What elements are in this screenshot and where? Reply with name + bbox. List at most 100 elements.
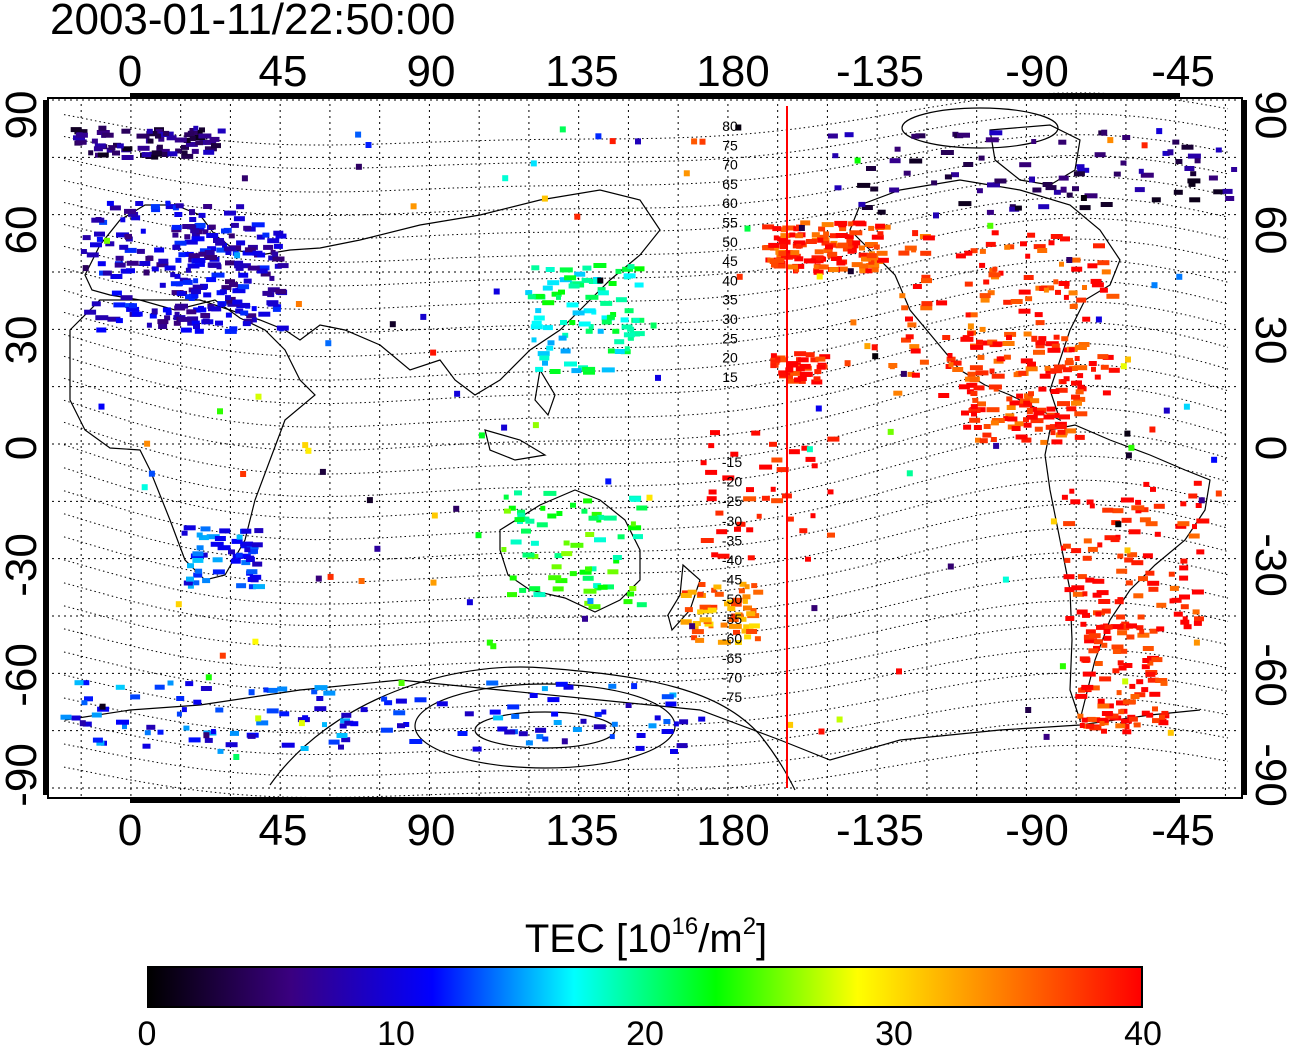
tec-point-antarctica	[670, 749, 678, 754]
bottom-longitude-label: -45	[1151, 806, 1215, 855]
tec-point-north-america	[1025, 366, 1038, 372]
tec-point-south-america	[1116, 614, 1126, 620]
tec-point-europe	[178, 316, 191, 322]
tec-world-map: 80 75 70 65 60 55 50 45 40 35 30 25 20 15 -15 -20 -25 -30…	[0, 47, 1292, 855]
magnetic-contour-line	[63, 280, 1229, 358]
tec-point-south-pacific	[706, 496, 717, 502]
frame-border-bars	[43, 93, 1247, 803]
tec-point-japan	[547, 280, 560, 286]
tec-point-south-pacific	[746, 527, 754, 533]
tec-point-europe	[207, 262, 216, 268]
tec-point-antarctica	[611, 721, 618, 727]
tec-point-japan	[623, 273, 636, 279]
tec-point-antarctica	[279, 711, 290, 717]
tec-point-north-america	[1004, 331, 1017, 337]
tec-point-arctic	[163, 130, 170, 136]
tec-point-europe	[158, 258, 169, 264]
tec-point-antarctica	[300, 746, 309, 751]
tec-point-southern-africa	[192, 551, 204, 557]
tec-point-new-zealand	[742, 598, 748, 604]
tec-point-europe	[224, 210, 236, 216]
tec-point-south-america	[1085, 629, 1096, 635]
contour-label: 55	[722, 215, 738, 231]
tec-point-europe	[156, 262, 169, 268]
tec-point-australia	[570, 542, 584, 548]
tec-point-south-america	[1139, 517, 1151, 523]
tec-point-south-america	[1188, 533, 1200, 539]
tec-point-arctic	[1058, 139, 1067, 145]
tec-point-japan	[623, 332, 635, 338]
tec-point-arctic	[978, 155, 985, 161]
tec-point-japan	[539, 355, 550, 361]
tec-point-antarctica	[230, 730, 239, 736]
tec-point-scattered	[1124, 547, 1131, 554]
tec-point-new-zealand	[711, 587, 717, 593]
tec-point-north-america	[846, 243, 859, 249]
bottom-longitude-label: 0	[118, 806, 142, 855]
tec-point-japan	[533, 315, 545, 321]
magnetic-contour-line	[63, 648, 1229, 712]
tec-point-arctic	[184, 132, 195, 138]
tec-point-north-america	[992, 266, 998, 272]
tec-point-arctic	[204, 146, 217, 152]
tec-point-south-america	[1140, 507, 1149, 513]
tec-point-north-america	[1043, 287, 1049, 293]
tec-point-europe	[221, 228, 229, 234]
tec-point-antarctica	[654, 715, 661, 721]
tec-point-south-america	[1120, 718, 1132, 724]
tec-point-antarctica	[472, 746, 482, 752]
right-latitude-label: -60	[1246, 643, 1292, 707]
tec-point-new-zealand	[691, 629, 704, 635]
tec-point-europe	[206, 233, 219, 238]
tec-point-north-america	[1020, 241, 1027, 247]
tec-point-north-america	[1048, 240, 1055, 246]
tec-point-new-zealand	[714, 591, 724, 597]
tec-point-arctic	[141, 152, 155, 158]
tec-point-antarctica	[176, 711, 182, 717]
tec-point-scattered	[836, 716, 843, 723]
tec-point-scattered	[635, 138, 641, 145]
tec-point-southern-africa	[186, 576, 194, 582]
tec-point-europe	[224, 328, 237, 334]
tec-point-north-america	[773, 235, 779, 241]
tec-point-south-pacific	[797, 376, 807, 381]
tec-point-antarctica	[457, 731, 468, 736]
tec-point-australia	[543, 490, 557, 496]
tec-point-europe	[124, 247, 137, 253]
tec-point-north-america	[855, 221, 867, 227]
tec-point-north-america	[1027, 361, 1036, 367]
tec-point-north-america	[921, 301, 933, 307]
tec-point-north-america	[1007, 244, 1015, 250]
tec-point-south-pacific	[759, 464, 773, 470]
tec-point-south-pacific	[747, 555, 755, 561]
tec-point-north-america	[1034, 312, 1043, 318]
tec-point-europe	[252, 250, 263, 256]
tec-point-australia	[514, 517, 525, 523]
tec-point-japan	[624, 308, 634, 314]
tec-point-europe	[230, 222, 239, 228]
tec-point-japan	[551, 291, 562, 297]
tec-point-arctic	[1184, 166, 1195, 171]
tec-point-scattered	[502, 175, 509, 182]
tec-point-north-america	[875, 223, 886, 229]
tec-point-north-america	[965, 312, 971, 318]
tec-point-europe	[258, 311, 271, 317]
tec-point-arctic	[76, 132, 83, 138]
tec-colorbar	[147, 966, 1143, 1008]
tec-point-southern-africa	[193, 572, 203, 578]
tec-point-new-zealand	[692, 621, 699, 627]
tec-point-southern-africa	[206, 534, 220, 540]
tec-point-arctic	[203, 149, 215, 155]
contour-label: -60	[722, 630, 742, 646]
tec-point-arctic	[146, 128, 153, 134]
colorbar-tick-label: 0	[137, 1015, 157, 1053]
tec-point-arctic	[1094, 152, 1106, 158]
right-latitude-label: 30	[1246, 316, 1292, 365]
tec-point-antarctica	[511, 713, 520, 719]
contour-label: 35	[722, 292, 738, 308]
tec-point-europe	[94, 231, 105, 237]
tec-point-south-america	[1159, 714, 1165, 720]
tec-point-europe	[203, 204, 213, 209]
tec-point-scattered	[1029, 176, 1035, 183]
tec-point-north-america	[973, 425, 982, 430]
